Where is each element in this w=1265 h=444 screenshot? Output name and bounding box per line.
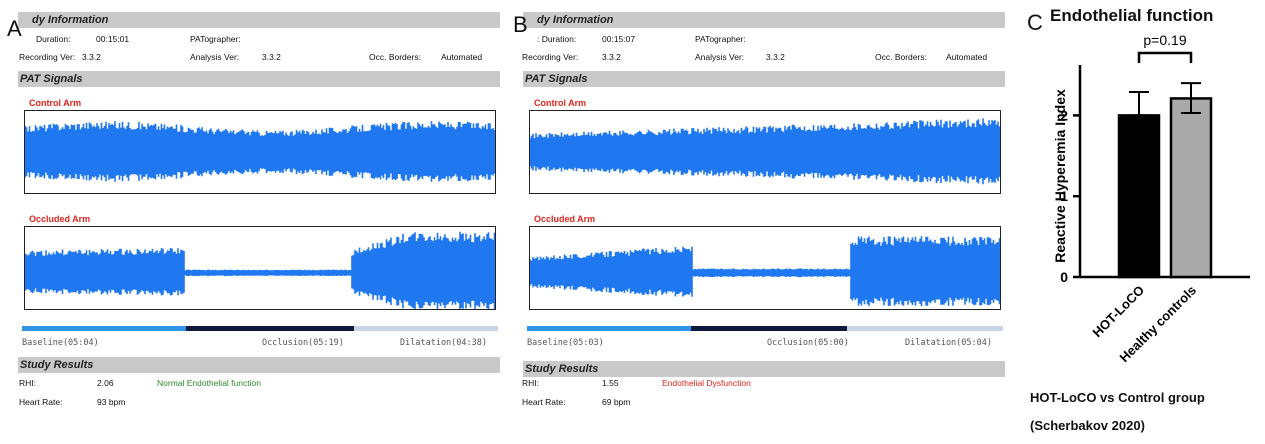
- occluded-arm-trace: [529, 226, 1001, 310]
- recording-ver-value: 3.3.2: [602, 52, 621, 62]
- control-arm-label: Control Arm: [534, 98, 587, 108]
- study-results-header: Study Results: [18, 357, 500, 373]
- baseline-phase-segment: [22, 326, 186, 331]
- pat-signal-path: [25, 121, 495, 182]
- pat-signals-header: PAT Signals: [18, 71, 500, 87]
- occ-borders-value: Automated: [441, 52, 483, 62]
- significance-bracket: [1137, 51, 1193, 63]
- rhi-status: Normal Endothelial function: [157, 378, 261, 388]
- occluded-arm-waveform: [25, 231, 495, 309]
- pat-signal-path: [530, 236, 1000, 307]
- patographer-label: PATographer:: [190, 34, 241, 44]
- y-tick-label: 1: [1060, 188, 1068, 204]
- analysis-ver-value: 3.3.2: [766, 52, 785, 62]
- analysis-ver-label: Analysis Ver:: [695, 52, 745, 62]
- panel-a: A dy Information Duration: 00:15:01 PATo…: [0, 0, 500, 444]
- occluded-arm-waveform: [530, 236, 1000, 307]
- phase-timeline: [527, 326, 1003, 331]
- dilatation-phase-segment: [354, 326, 498, 331]
- heart-rate-label: Heart Rate:: [522, 397, 566, 407]
- baseline-phase-segment: [527, 326, 691, 331]
- occluded-arm-label: Occluded Arm: [534, 214, 596, 224]
- panel-c: C Endothelial function 0 1 2 Reactive Hyper…: [1010, 0, 1265, 444]
- rhi-status: Endothelial Dysfunction: [662, 378, 751, 388]
- analysis-ver-value: 3.3.2: [262, 52, 281, 62]
- rhi-label: RHI:: [522, 378, 539, 388]
- analysis-ver-label: Analysis Ver:: [190, 52, 240, 62]
- rhi-value: 2.06: [97, 378, 114, 388]
- duration-label: Duration:: [36, 34, 71, 44]
- occ-borders-label: Occ. Borders:: [875, 52, 927, 62]
- occlusion-label: Occlusion(05:00): [767, 338, 849, 348]
- control-arm-trace: [529, 110, 1001, 194]
- bar-healthy-controls: [1169, 97, 1213, 279]
- panel-a-letter: A: [7, 16, 22, 41]
- occ-borders-value: Automated: [946, 52, 988, 62]
- duration-value: 00:15:01: [96, 34, 130, 44]
- control-arm-waveform: [530, 118, 1000, 185]
- panel-b: B dy Information : Duration: 00:15:07 PA…: [505, 0, 1005, 444]
- recording-ver-label: Recording Ver:: [19, 52, 76, 62]
- dilatation-label: Dilatation(05:04): [905, 338, 992, 348]
- heart-rate-value: 93 bpm: [97, 397, 126, 407]
- baseline-label: Baseline(05:03): [527, 338, 604, 348]
- recording-ver-value: 3.3.2: [82, 52, 101, 62]
- occlusion-label: Occlusion(05:19): [262, 338, 344, 348]
- dilatation-phase-segment: [847, 326, 1003, 331]
- bar-hot-loco: [1117, 114, 1161, 279]
- baseline-label: Baseline(05:04): [22, 338, 99, 348]
- occluded-arm-label: Occluded Arm: [29, 214, 91, 224]
- p-value-label: p=0.19: [1143, 32, 1186, 48]
- patographer-label: PATographer:: [695, 34, 746, 44]
- duration-label: : Duration:: [537, 34, 577, 44]
- study-information-header: dy Information: [523, 12, 1005, 28]
- y-tick-label: 2: [1060, 107, 1068, 123]
- recording-ver-label: Recording Ver:: [522, 52, 579, 62]
- pat-signal-path: [25, 231, 495, 309]
- caption-line-2: (Scherbakov 2020): [1030, 418, 1145, 433]
- panel-c-letter: C: [1027, 10, 1043, 35]
- pat-signals-header: PAT Signals: [523, 71, 1005, 87]
- pat-signal-path: [530, 118, 1000, 185]
- study-information-header: dy Information: [18, 12, 500, 28]
- heart-rate-value: 69 bpm: [602, 397, 631, 407]
- occlusion-phase-segment: [691, 326, 847, 331]
- occlusion-phase-segment: [186, 326, 354, 331]
- duration-value: 00:15:07: [602, 34, 636, 44]
- caption-line-1: HOT-LoCO vs Control group: [1030, 390, 1205, 405]
- chart-title: Endothelial function: [1050, 6, 1214, 25]
- study-results-header: Study Results: [523, 361, 1005, 377]
- rhi-label: RHI:: [19, 378, 36, 388]
- panel-b-letter: B: [513, 12, 528, 37]
- control-arm-trace: [24, 110, 496, 194]
- heart-rate-label: Heart Rate:: [19, 397, 63, 407]
- control-arm-label: Control Arm: [29, 98, 82, 108]
- occluded-arm-trace: [24, 226, 496, 310]
- dilatation-label: Dilatation(04:38): [400, 338, 487, 348]
- occ-borders-label: Occ. Borders:: [369, 52, 421, 62]
- rhi-value: 1.55: [602, 378, 619, 388]
- control-arm-waveform: [25, 121, 495, 182]
- y-tick-label: 0: [1060, 269, 1068, 285]
- phase-timeline: [22, 326, 498, 331]
- y-axis-label: Reactive Hyperemia Index: [1052, 89, 1068, 263]
